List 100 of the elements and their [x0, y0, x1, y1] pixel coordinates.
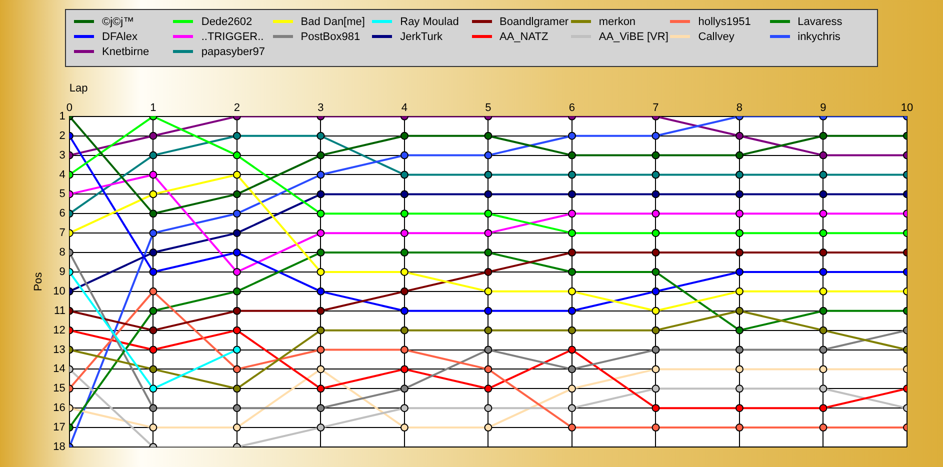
- point: [735, 210, 744, 218]
- point: [735, 170, 744, 179]
- point: [232, 384, 241, 393]
- point: [149, 306, 158, 315]
- point: [149, 151, 158, 160]
- point: [735, 404, 744, 412]
- point: [819, 132, 828, 140]
- point: [232, 248, 241, 257]
- point: [232, 404, 241, 412]
- point: [484, 287, 492, 296]
- point: [149, 268, 158, 276]
- point: [316, 210, 325, 218]
- point: [484, 424, 492, 432]
- y-tick-label: 15: [53, 382, 66, 395]
- point: [316, 287, 325, 296]
- point: [735, 346, 744, 354]
- legend-label: Lavaress: [798, 16, 842, 28]
- y-tick-label: 5: [59, 188, 66, 200]
- y-tick-label: 10: [53, 285, 66, 298]
- point: [149, 190, 158, 198]
- point: [316, 248, 325, 257]
- point: [484, 268, 492, 276]
- point: [735, 306, 744, 315]
- point: [652, 268, 660, 276]
- point: [232, 151, 241, 160]
- point: [316, 365, 325, 374]
- point: [568, 210, 576, 218]
- point: [819, 365, 828, 374]
- x-tick-label: 4: [401, 102, 408, 114]
- point: [652, 326, 660, 334]
- point: [735, 229, 744, 238]
- point: [232, 346, 241, 354]
- point: [568, 268, 576, 276]
- point: [484, 151, 492, 160]
- point: [316, 326, 325, 334]
- point: [568, 170, 576, 179]
- point: [484, 326, 492, 334]
- x-tick-label: 7: [652, 102, 659, 114]
- point: [568, 404, 576, 412]
- x-tick-label: 3: [318, 102, 324, 114]
- point: [316, 306, 325, 315]
- point: [400, 404, 408, 412]
- point: [819, 248, 828, 257]
- point: [568, 287, 576, 296]
- point: [484, 248, 492, 257]
- point: [149, 248, 158, 257]
- legend-label: AA_ViBE [VR]: [598, 30, 668, 42]
- point: [232, 306, 241, 315]
- legend-label: inkychris: [798, 30, 840, 42]
- point: [316, 346, 325, 354]
- point: [735, 248, 744, 257]
- point: [232, 170, 241, 179]
- point: [819, 326, 828, 334]
- point: [400, 306, 408, 315]
- point: [316, 404, 325, 412]
- point: [484, 132, 492, 140]
- legend-label: Ray Moulad: [400, 16, 459, 28]
- point: [568, 365, 576, 374]
- point: [819, 384, 828, 393]
- y-tick-label: 13: [53, 344, 66, 356]
- x-tick-label: 1: [150, 102, 156, 114]
- point: [400, 229, 408, 238]
- point: [149, 404, 158, 412]
- point: [568, 151, 576, 160]
- point: [652, 151, 660, 160]
- point: [652, 346, 660, 354]
- point: [316, 229, 325, 238]
- point: [316, 170, 325, 179]
- y-tick-label: 4: [59, 168, 66, 181]
- legend-label: hollys1951: [698, 16, 751, 28]
- point: [735, 190, 744, 198]
- point: [149, 326, 158, 334]
- point: [149, 365, 158, 374]
- point: [568, 229, 576, 238]
- point: [568, 190, 576, 198]
- point: [735, 268, 744, 276]
- point: [819, 287, 828, 296]
- x-tick-label: 9: [820, 102, 826, 114]
- point: [400, 346, 408, 354]
- y-tick-label: 16: [53, 402, 66, 414]
- legend-label: DFAlex: [102, 30, 138, 42]
- point: [652, 404, 660, 412]
- x-tick-label: 5: [485, 102, 492, 114]
- point: [232, 424, 241, 432]
- point: [568, 424, 576, 432]
- point: [652, 365, 660, 374]
- point: [652, 384, 660, 393]
- point: [735, 424, 744, 432]
- point: [652, 306, 660, 315]
- point: [819, 404, 828, 412]
- legend-label: PostBox981: [300, 30, 360, 42]
- point: [819, 210, 828, 218]
- point: [652, 210, 660, 218]
- point: [232, 326, 241, 334]
- legend-label: Bad Dan[me]: [300, 16, 365, 28]
- point: [819, 346, 828, 354]
- point: [819, 151, 828, 160]
- legend-label: merkon: [598, 16, 636, 28]
- legend-label: Knetbirne: [102, 46, 150, 58]
- y-tick-label: 1: [59, 110, 66, 122]
